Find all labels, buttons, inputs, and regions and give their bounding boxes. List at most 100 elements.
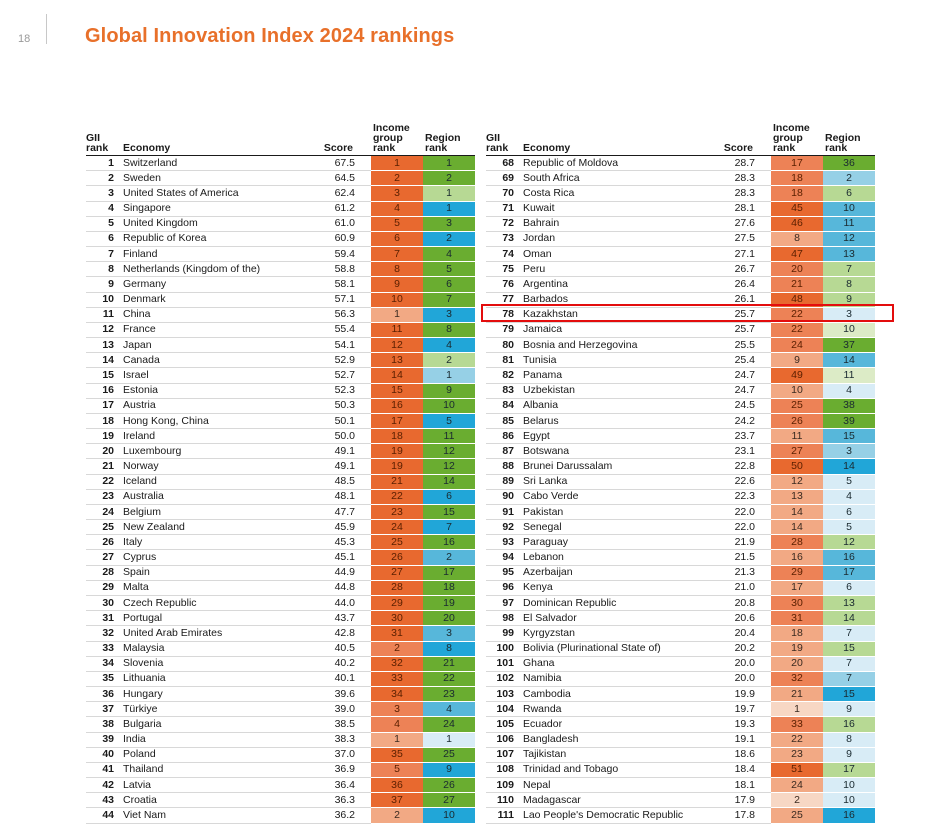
region-rank: 14 xyxy=(823,458,875,475)
economy-name: Viet Nam xyxy=(123,807,310,824)
income-group-rank: 17 xyxy=(771,580,823,596)
table-row: 91 Pakistan 22.0 14 6 xyxy=(486,504,875,521)
score-header: Score xyxy=(310,123,371,156)
income-group-rank: 22 xyxy=(771,307,823,323)
score: 28.1 xyxy=(710,201,771,217)
income-group-rank: 45 xyxy=(771,201,823,217)
gii-rank: 79 xyxy=(486,322,523,339)
header-divider xyxy=(46,14,47,44)
score: 25.5 xyxy=(710,337,771,354)
income-group-rank: 21 xyxy=(371,474,423,490)
gii-rank: 85 xyxy=(486,413,523,430)
score: 56.3 xyxy=(310,307,371,323)
economy-name: Belgium xyxy=(123,504,310,521)
region-rank: 14 xyxy=(823,352,875,369)
gii-rank: 12 xyxy=(86,322,123,339)
income-group-rank: 5 xyxy=(371,762,423,779)
economy-name: Ghana xyxy=(523,656,710,672)
income-group-rank: 13 xyxy=(771,489,823,505)
region-rank: 6 xyxy=(823,185,875,202)
economy-name: Croatia xyxy=(123,792,310,809)
gii-rank: 41 xyxy=(86,762,123,779)
economy-name: Cambodia xyxy=(523,686,710,703)
region-rank: 16 xyxy=(823,549,875,566)
income-group-rank: 2 xyxy=(371,641,423,657)
table-row: 31 Portugal 43.7 30 20 xyxy=(86,610,475,627)
economy-name: Israel xyxy=(123,367,310,384)
table-row: 94 Lebanon 21.5 16 16 xyxy=(486,549,875,566)
economy-name: South Africa xyxy=(523,170,710,187)
economy-name: Luxembourg xyxy=(123,443,310,460)
income-group-rank: 37 xyxy=(371,792,423,809)
income-group-rank: 3 xyxy=(371,701,423,718)
region-rank: 36 xyxy=(823,155,875,172)
economy-name: France xyxy=(123,322,310,339)
economy-name: Uzbekistan xyxy=(523,383,710,399)
gii-rank: 106 xyxy=(486,732,523,748)
economy-name: Ecuador xyxy=(523,716,710,733)
table-row: 3 United States of America 62.4 3 1 xyxy=(86,185,475,202)
income-group-rank-header: Income group rank xyxy=(371,123,423,156)
score: 26.1 xyxy=(710,292,771,308)
region-rank: 12 xyxy=(423,458,475,475)
economy-name: Barbados xyxy=(523,292,710,308)
economy-name: Azerbaijan xyxy=(523,565,710,581)
gii-rank: 19 xyxy=(86,428,123,445)
score: 48.5 xyxy=(310,474,371,490)
gii-rank-header: GII rank xyxy=(86,123,123,156)
gii-rank: 25 xyxy=(86,519,123,536)
table-row: 96 Kenya 21.0 17 6 xyxy=(486,580,875,596)
gii-rank: 83 xyxy=(486,383,523,399)
gii-rank: 36 xyxy=(86,686,123,703)
table-row: 99 Kyrgyzstan 20.4 18 7 xyxy=(486,625,875,642)
gii-rank: 87 xyxy=(486,443,523,460)
gii-rank: 108 xyxy=(486,762,523,779)
income-group-rank: 2 xyxy=(371,807,423,824)
region-rank: 11 xyxy=(823,367,875,384)
table-row: 83 Uzbekistan 24.7 10 4 xyxy=(486,383,875,399)
table-row: 93 Paraguay 21.9 28 12 xyxy=(486,534,875,551)
region-rank: 2 xyxy=(423,231,475,248)
gii-rank: 10 xyxy=(86,292,123,308)
region-rank: 12 xyxy=(423,443,475,460)
score: 22.0 xyxy=(710,504,771,521)
region-rank: 14 xyxy=(823,610,875,627)
score: 45.9 xyxy=(310,519,371,536)
table-row: 97 Dominican Republic 20.8 30 13 xyxy=(486,595,875,612)
region-rank: 16 xyxy=(423,534,475,551)
economy-name: Namibia xyxy=(523,671,710,688)
gii-rank: 34 xyxy=(86,656,123,672)
region-rank-header: Region rank xyxy=(423,123,475,156)
economy-name: Sri Lanka xyxy=(523,474,710,490)
gii-rank: 86 xyxy=(486,428,523,445)
region-rank: 8 xyxy=(823,732,875,748)
region-rank: 3 xyxy=(423,625,475,642)
region-rank: 5 xyxy=(823,519,875,536)
region-rank: 2 xyxy=(423,352,475,369)
economy-name: Lithuania xyxy=(123,671,310,688)
income-group-rank: 14 xyxy=(771,519,823,536)
table-row: 100 Bolivia (Plurinational State of) 20.2 1… xyxy=(486,641,875,657)
economy-name: Republic of Moldova xyxy=(523,155,710,172)
economy-name: Pakistan xyxy=(523,504,710,521)
region-rank: 11 xyxy=(423,428,475,445)
income-group-rank: 19 xyxy=(371,458,423,475)
income-group-rank: 8 xyxy=(771,231,823,248)
score: 45.1 xyxy=(310,549,371,566)
score: 59.4 xyxy=(310,246,371,263)
score: 42.8 xyxy=(310,625,371,642)
page-title: Global Innovation Index 2024 rankings xyxy=(85,25,455,47)
score: 20.2 xyxy=(710,641,771,657)
gii-rank: 23 xyxy=(86,489,123,505)
region-rank: 25 xyxy=(423,747,475,763)
economy-name: Japan xyxy=(123,337,310,354)
gii-rank: 69 xyxy=(486,170,523,187)
economy-name: Kuwait xyxy=(523,201,710,217)
table-row: 95 Azerbaijan 21.3 29 17 xyxy=(486,565,875,581)
gii-rank: 4 xyxy=(86,201,123,217)
score: 52.3 xyxy=(310,383,371,399)
region-rank: 6 xyxy=(823,580,875,596)
table-row: 2 Sweden 64.5 2 2 xyxy=(86,170,475,187)
table-row: 70 Costa Rica 28.3 18 6 xyxy=(486,185,875,202)
score: 60.9 xyxy=(310,231,371,248)
